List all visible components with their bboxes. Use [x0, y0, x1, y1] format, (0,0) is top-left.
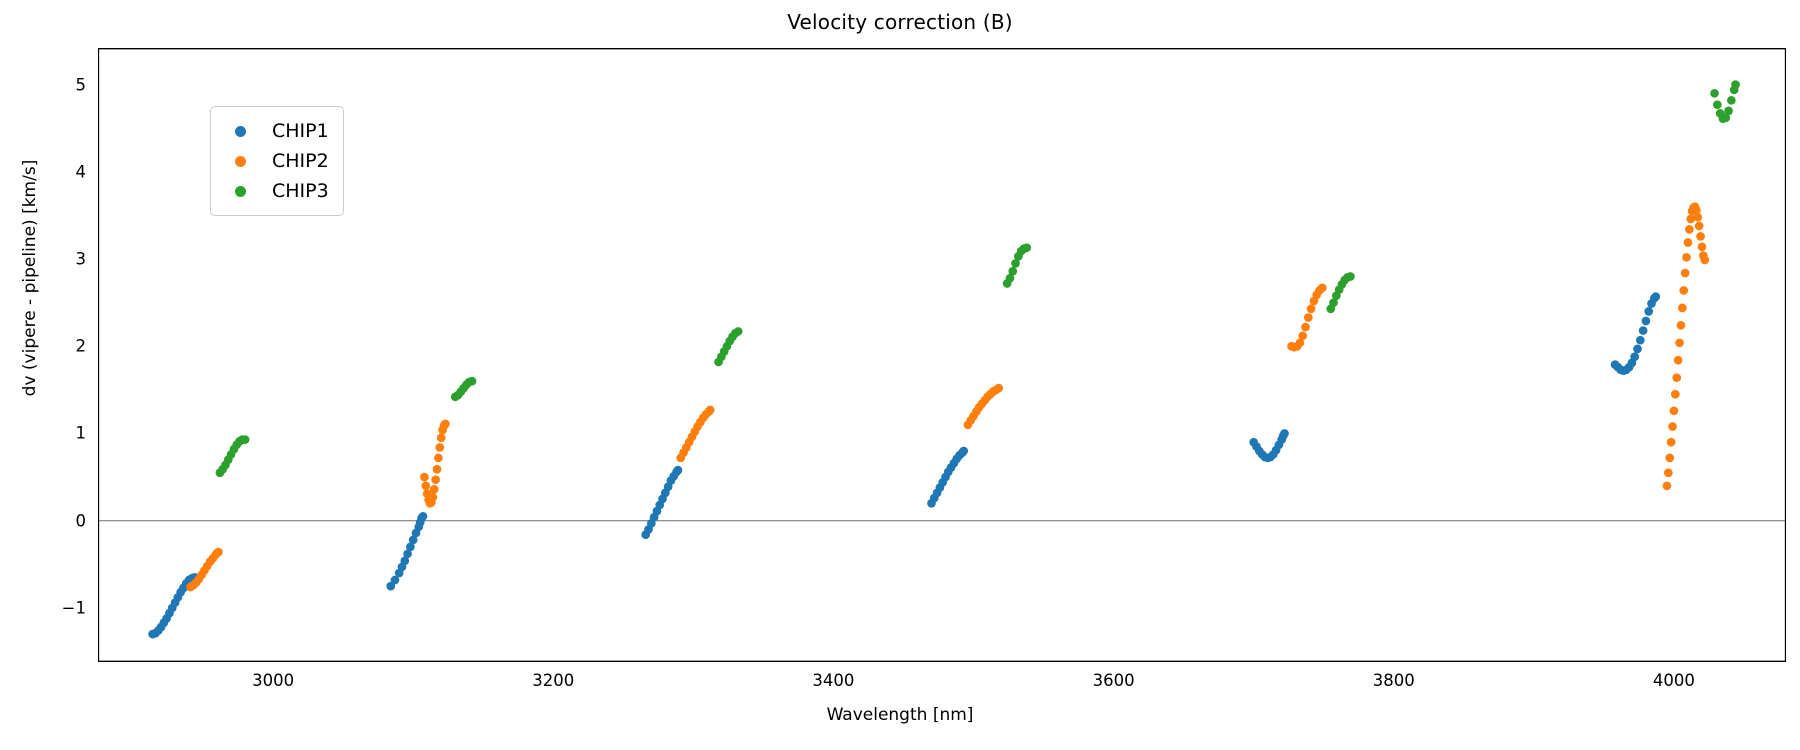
x-tick-label: 3000 [252, 671, 295, 690]
y-tick-label: 4 [75, 162, 87, 182]
series-chip3 [215, 80, 1740, 478]
scatter-plot-canvas [98, 48, 1786, 662]
y-tick-label: −1 [61, 598, 86, 618]
x-axis-label: Wavelength [nm] [826, 705, 974, 725]
y-tick-labels: 5 4 3 2 1 0 −1 [62, 48, 1786, 662]
x-tick-label: 3800 [1372, 671, 1415, 690]
y-axis-label: dv (vipere - pipeline) [km/s] [20, 159, 40, 397]
legend-label-chip1: CHIP1 [272, 120, 329, 142]
legend-item-chip3: CHIP3 [223, 176, 329, 206]
legend-marker-chip1 [235, 125, 246, 137]
y-tick-label: 2 [75, 336, 87, 356]
legend-item-chip2: CHIP2 [223, 146, 329, 176]
y-tick-label: 1 [75, 423, 87, 443]
series-chip1 [148, 292, 1661, 639]
plot-area: CHIP1 CHIP2 CHIP3 3000 3200 3400 3600 3800 40… [62, 48, 1786, 690]
series-chip2 [186, 202, 1710, 592]
data-points-group [148, 80, 1740, 639]
legend-label-chip2: CHIP2 [272, 150, 329, 172]
x-tick-label: 4000 [1652, 671, 1695, 690]
plot-background [98, 48, 1786, 662]
chart-legend: CHIP1 CHIP2 CHIP3 [210, 106, 344, 216]
legend-label-chip3: CHIP3 [272, 180, 329, 202]
x-tick-label: 3400 [812, 671, 855, 690]
legend-marker-chip3 [235, 185, 246, 197]
y-tick-label: 5 [75, 75, 87, 95]
legend-item-chip1: CHIP1 [223, 116, 329, 146]
x-tick-label: 3200 [532, 671, 575, 690]
x-tick-label: 3600 [1092, 671, 1135, 690]
y-tick-label: 3 [75, 249, 87, 269]
y-tick-label: 0 [75, 511, 87, 531]
legend-marker-chip2 [235, 155, 246, 167]
axis-spines [98, 48, 1786, 662]
page-title: Velocity correction (B) [787, 10, 1013, 34]
